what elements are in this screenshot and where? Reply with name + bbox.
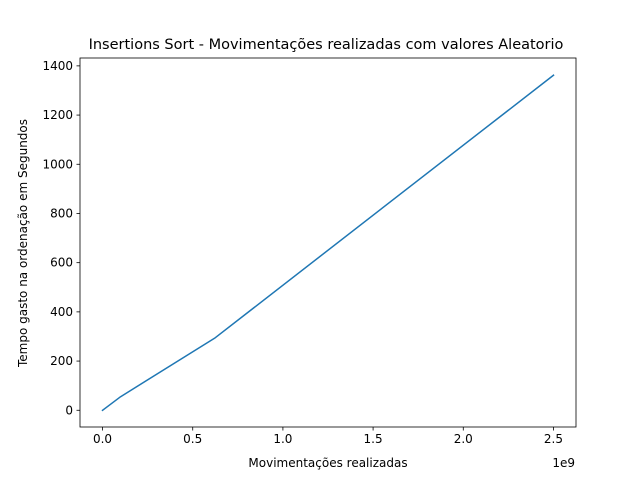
y-tick-label: 1200 <box>42 108 73 122</box>
y-tick-label: 1400 <box>42 59 73 73</box>
x-axis-ticks: 0.0 0.5 1.0 1.5 2.0 2.5 <box>93 427 563 446</box>
y-tick-label: 200 <box>50 354 73 368</box>
chart-title: Insertions Sort - Movimentações realizad… <box>89 37 564 53</box>
plot-area <box>79 57 577 428</box>
x-tick-label: 1.5 <box>364 432 383 446</box>
y-tick-label: 0 <box>65 403 73 417</box>
y-tick-label: 1000 <box>42 157 73 171</box>
x-axis-offset-label: 1e9 <box>552 456 575 470</box>
y-tick-label: 400 <box>50 305 73 319</box>
x-axis-label: Movimentações realizadas <box>248 456 407 470</box>
y-axis-label: Tempo gasto na ordenação em Segundos <box>16 119 30 368</box>
y-axis-ticks: 0 200 400 600 800 1000 1200 1400 <box>42 59 80 417</box>
x-tick-label: 0.5 <box>183 432 202 446</box>
y-tick-label: 800 <box>50 206 73 220</box>
x-tick-label: 1.0 <box>273 432 292 446</box>
x-tick-label: 0.0 <box>93 432 112 446</box>
x-tick-label: 2.0 <box>454 432 473 446</box>
series-line-0 <box>101 74 555 412</box>
axes-frame <box>79 57 577 428</box>
x-tick-label: 2.5 <box>544 432 563 446</box>
y-tick-label: 600 <box>50 256 73 270</box>
